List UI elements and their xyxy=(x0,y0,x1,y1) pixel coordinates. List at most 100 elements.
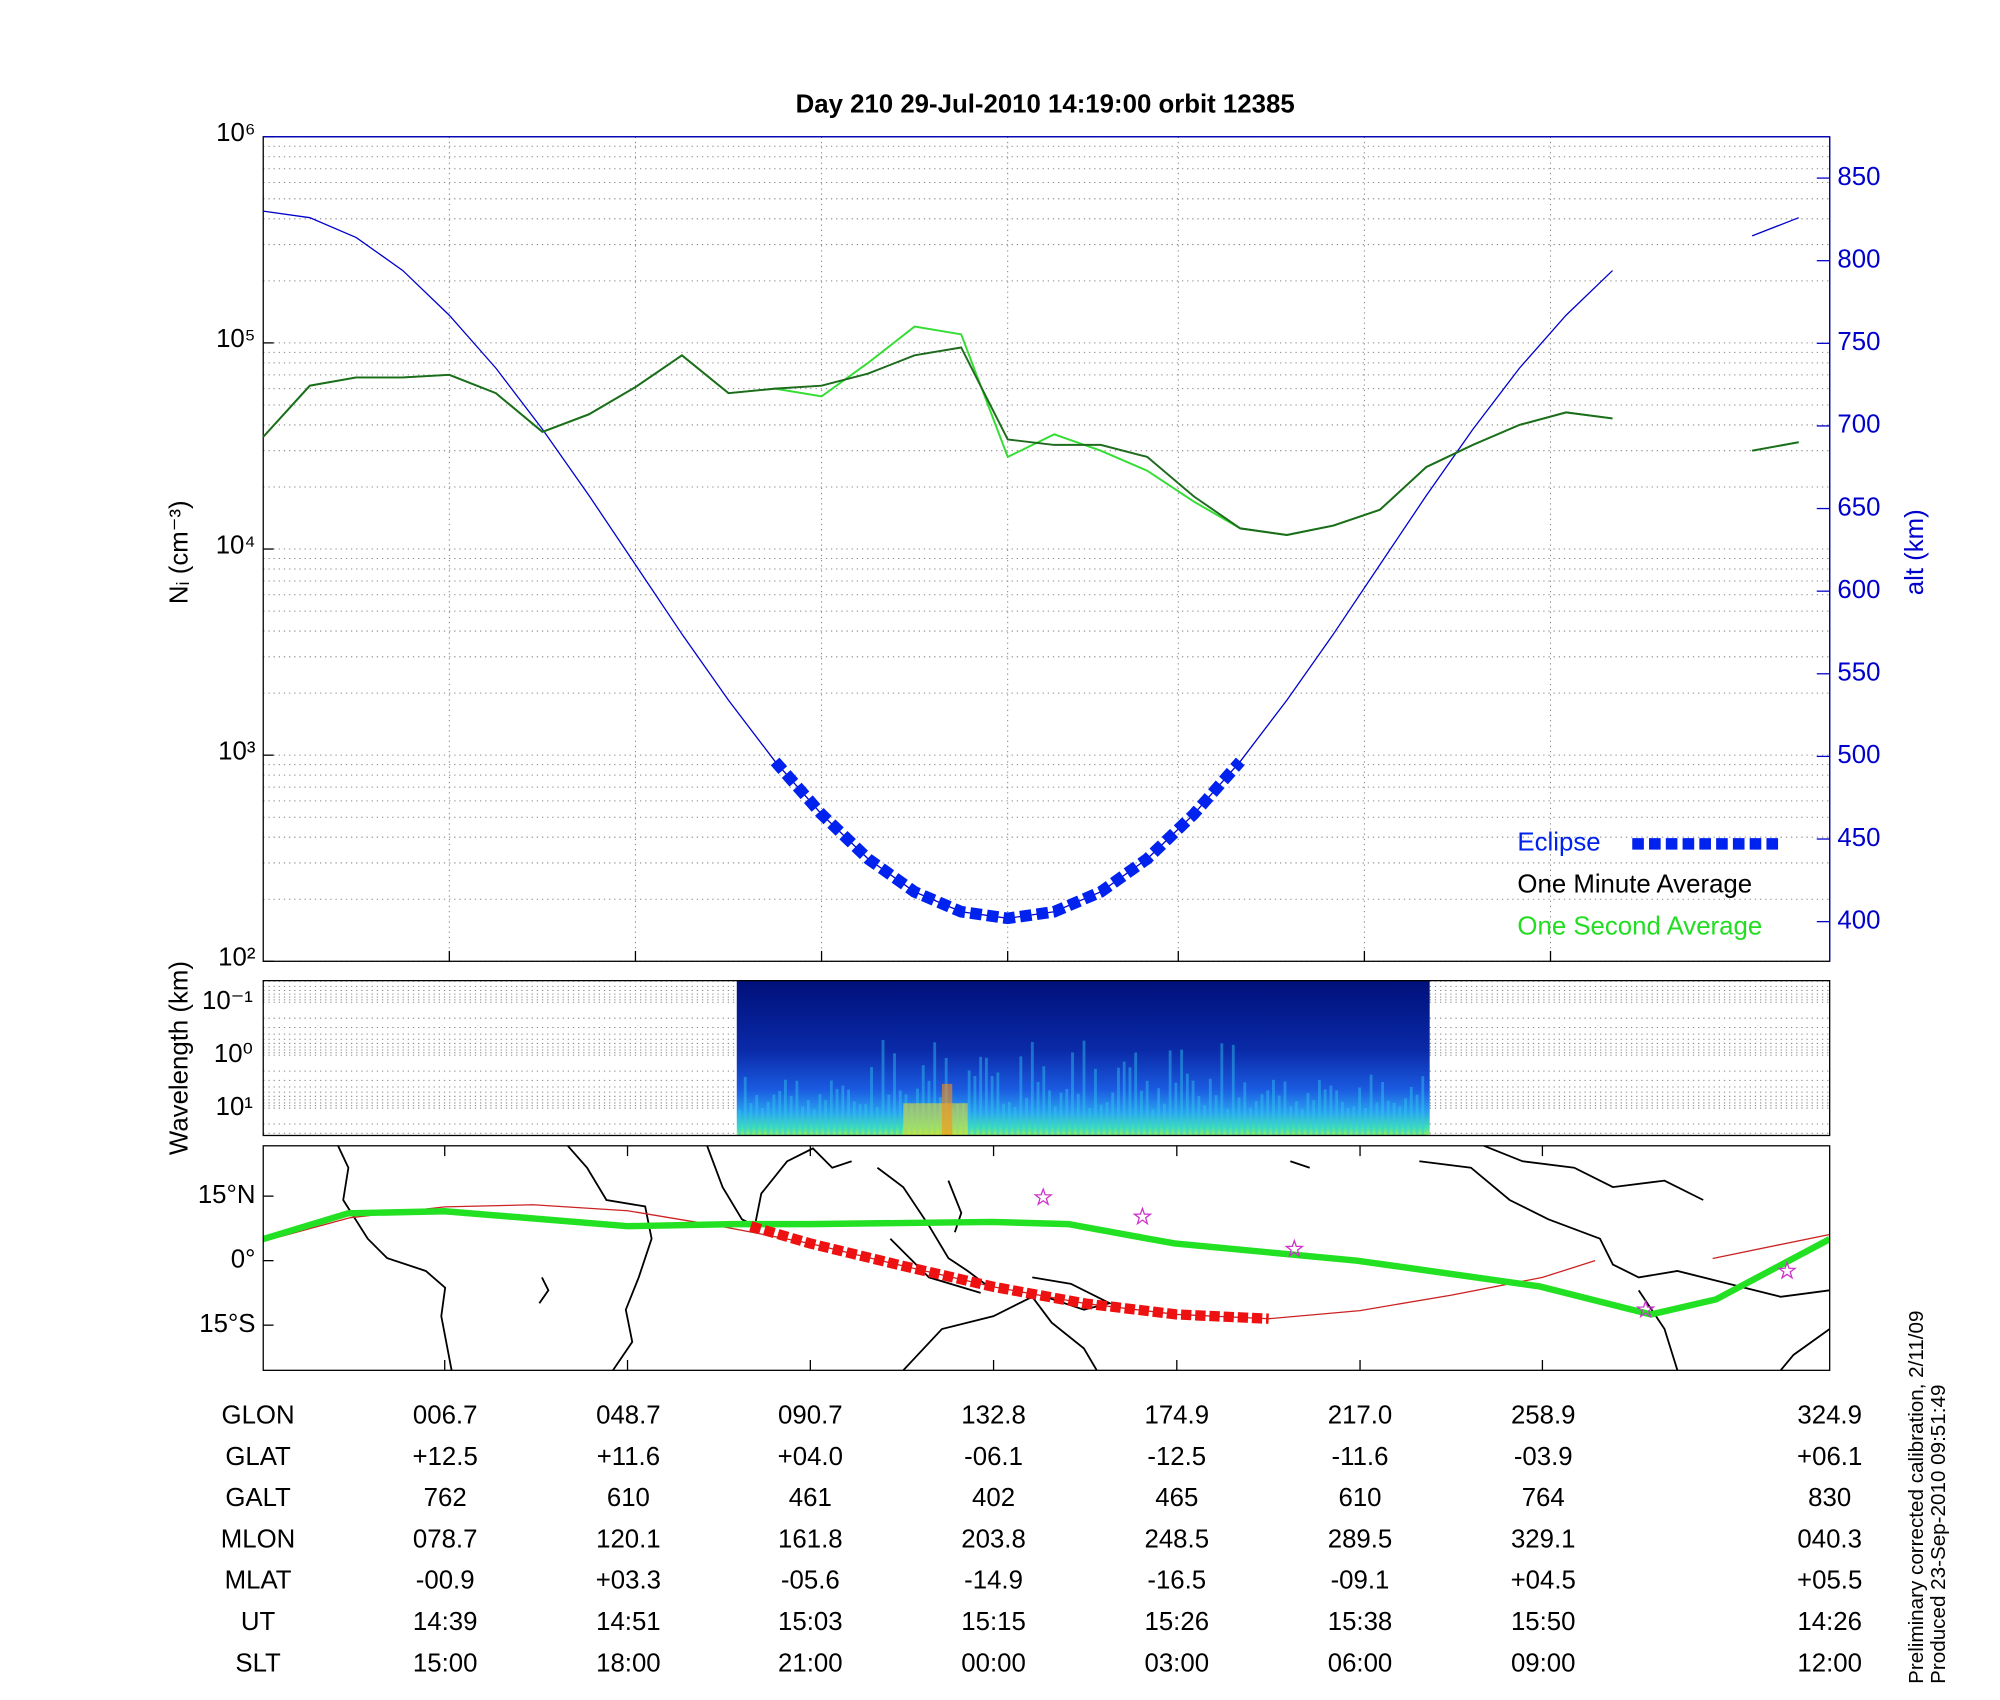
table-cell: -05.6 xyxy=(781,1567,840,1595)
spectrogram-streak xyxy=(829,1080,833,1136)
row-label: GLAT xyxy=(225,1443,291,1471)
y-tick-label: 10⁵ xyxy=(216,325,255,353)
y-tick-label: 10⁰ xyxy=(214,1040,253,1068)
spectrogram-streak xyxy=(979,1056,983,1136)
spectrogram-streak xyxy=(1220,1043,1224,1136)
spectrogram-streak xyxy=(1208,1078,1212,1136)
table-cell: -14.9 xyxy=(964,1567,1023,1595)
table-cell: 15:03 xyxy=(778,1608,843,1636)
spectrogram-streak xyxy=(1289,1106,1293,1136)
plot-frame xyxy=(262,980,1831,1137)
plot-area xyxy=(263,210,1799,925)
spectrogram-streak xyxy=(1323,1089,1327,1136)
y-tick-label: 0° xyxy=(231,1245,256,1273)
spectrogram-streak xyxy=(852,1101,856,1136)
spectrogram-streak xyxy=(1409,1086,1413,1136)
track-line xyxy=(263,1207,1830,1318)
spectrogram-streak xyxy=(1174,1082,1178,1136)
table-cell: 12:00 xyxy=(1797,1649,1862,1677)
row-label: UT xyxy=(241,1608,276,1636)
spectrogram-streak xyxy=(1237,1097,1241,1136)
coastline xyxy=(1419,1160,1830,1371)
y2-tick-label: 450 xyxy=(1837,824,1880,852)
table-cell: 040.3 xyxy=(1797,1525,1862,1553)
table-cell: 461 xyxy=(789,1484,832,1512)
eclipse-track xyxy=(749,1221,1269,1324)
table-cell: 289.5 xyxy=(1328,1525,1393,1553)
spectrogram-streak xyxy=(1185,1073,1189,1136)
table-cell: 174.9 xyxy=(1144,1402,1209,1430)
table-cell: 14:26 xyxy=(1797,1608,1862,1636)
star-marker xyxy=(1033,1187,1054,1206)
spectrogram-streak xyxy=(1140,1090,1143,1136)
spectrogram-streak xyxy=(1111,1092,1115,1136)
y2-tick-label: 750 xyxy=(1837,328,1880,356)
spectrogram-streak xyxy=(996,1072,1000,1136)
y-tick-label: 10² xyxy=(218,944,256,972)
table-cell: +04.0 xyxy=(778,1443,843,1471)
spectrogram-streak xyxy=(1375,1102,1379,1136)
map-area xyxy=(263,1187,1830,1324)
table-cell: +06.1 xyxy=(1797,1443,1862,1471)
spectrogram-streak xyxy=(1030,1042,1034,1136)
legend-label: One Minute Average xyxy=(1517,871,1752,899)
table-cell: 06:00 xyxy=(1328,1649,1393,1677)
table-cell: -12.5 xyxy=(1147,1443,1206,1471)
spectrogram-streak xyxy=(1226,1108,1229,1136)
spectrogram-streak xyxy=(1277,1095,1281,1136)
spectrogram-streak xyxy=(738,1109,741,1136)
note: Preliminary corrected calibration, 2/11/… xyxy=(1905,1311,1928,1684)
spectrogram-streak xyxy=(1352,1106,1356,1136)
spectrogram-streak xyxy=(1094,1068,1097,1136)
table-cell: +03.3 xyxy=(596,1567,661,1595)
table-cell: +12.5 xyxy=(413,1443,478,1471)
spectrogram-streak xyxy=(812,1109,816,1136)
spectrogram-streak xyxy=(1065,1088,1069,1136)
spectrogram-streak xyxy=(1421,1076,1425,1136)
spectrogram-streak xyxy=(1254,1100,1258,1136)
spectrogram-streak xyxy=(1283,1081,1287,1136)
table-cell: 18:00 xyxy=(596,1649,661,1677)
spectrogram-streak xyxy=(1329,1085,1333,1136)
spectrogram-streak xyxy=(806,1100,810,1136)
spectrogram-streak xyxy=(847,1089,850,1136)
spectrogram-streak xyxy=(973,1076,977,1136)
spectrogram-streak xyxy=(1019,1056,1023,1136)
table-cell: 762 xyxy=(424,1484,467,1512)
spectrogram-streak xyxy=(1392,1102,1396,1136)
table-cell: 006.7 xyxy=(413,1402,478,1430)
spectrogram-streak xyxy=(1128,1067,1132,1136)
spectrogram-streak xyxy=(1082,1040,1086,1136)
star-marker xyxy=(1777,1260,1797,1280)
spectrogram-streak xyxy=(1145,1080,1149,1136)
spectrogram-streak xyxy=(898,1090,902,1136)
coastline xyxy=(876,1167,995,1294)
spectrogram-streak xyxy=(1122,1061,1126,1136)
spectrogram-streak xyxy=(1415,1094,1419,1136)
table-cell: -11.6 xyxy=(1332,1443,1389,1471)
spectrogram-streak xyxy=(1002,1103,1006,1136)
y2-axis-label: alt (km) xyxy=(1901,509,1929,595)
spectrogram-streak xyxy=(824,1100,828,1136)
row-label: MLON xyxy=(221,1525,296,1553)
spectrogram-streak xyxy=(1386,1100,1390,1136)
spectrogram-streak xyxy=(783,1079,787,1136)
spectrogram-streak xyxy=(984,1057,988,1136)
table-cell: 15:38 xyxy=(1328,1608,1393,1636)
spectrogram-streak xyxy=(1180,1049,1184,1136)
y2-tick-label: 800 xyxy=(1837,246,1880,274)
table-cell: 15:26 xyxy=(1144,1608,1209,1636)
spectrogram-streak xyxy=(1162,1103,1166,1136)
table-cell: +04.5 xyxy=(1511,1567,1576,1595)
y-tick-label: 15°S xyxy=(199,1310,255,1338)
table-cell: 14:39 xyxy=(413,1608,478,1636)
spectrogram-streak xyxy=(1363,1108,1367,1136)
spectrogram-streak xyxy=(1059,1092,1063,1136)
y2-tick-label: 850 xyxy=(1837,163,1880,191)
table-cell: 078.7 xyxy=(413,1525,478,1553)
table-cell: 329.1 xyxy=(1511,1525,1576,1553)
spectrogram-streak xyxy=(893,1053,896,1136)
spectrogram-image xyxy=(736,980,1430,1136)
spectrogram-streak xyxy=(887,1094,891,1136)
